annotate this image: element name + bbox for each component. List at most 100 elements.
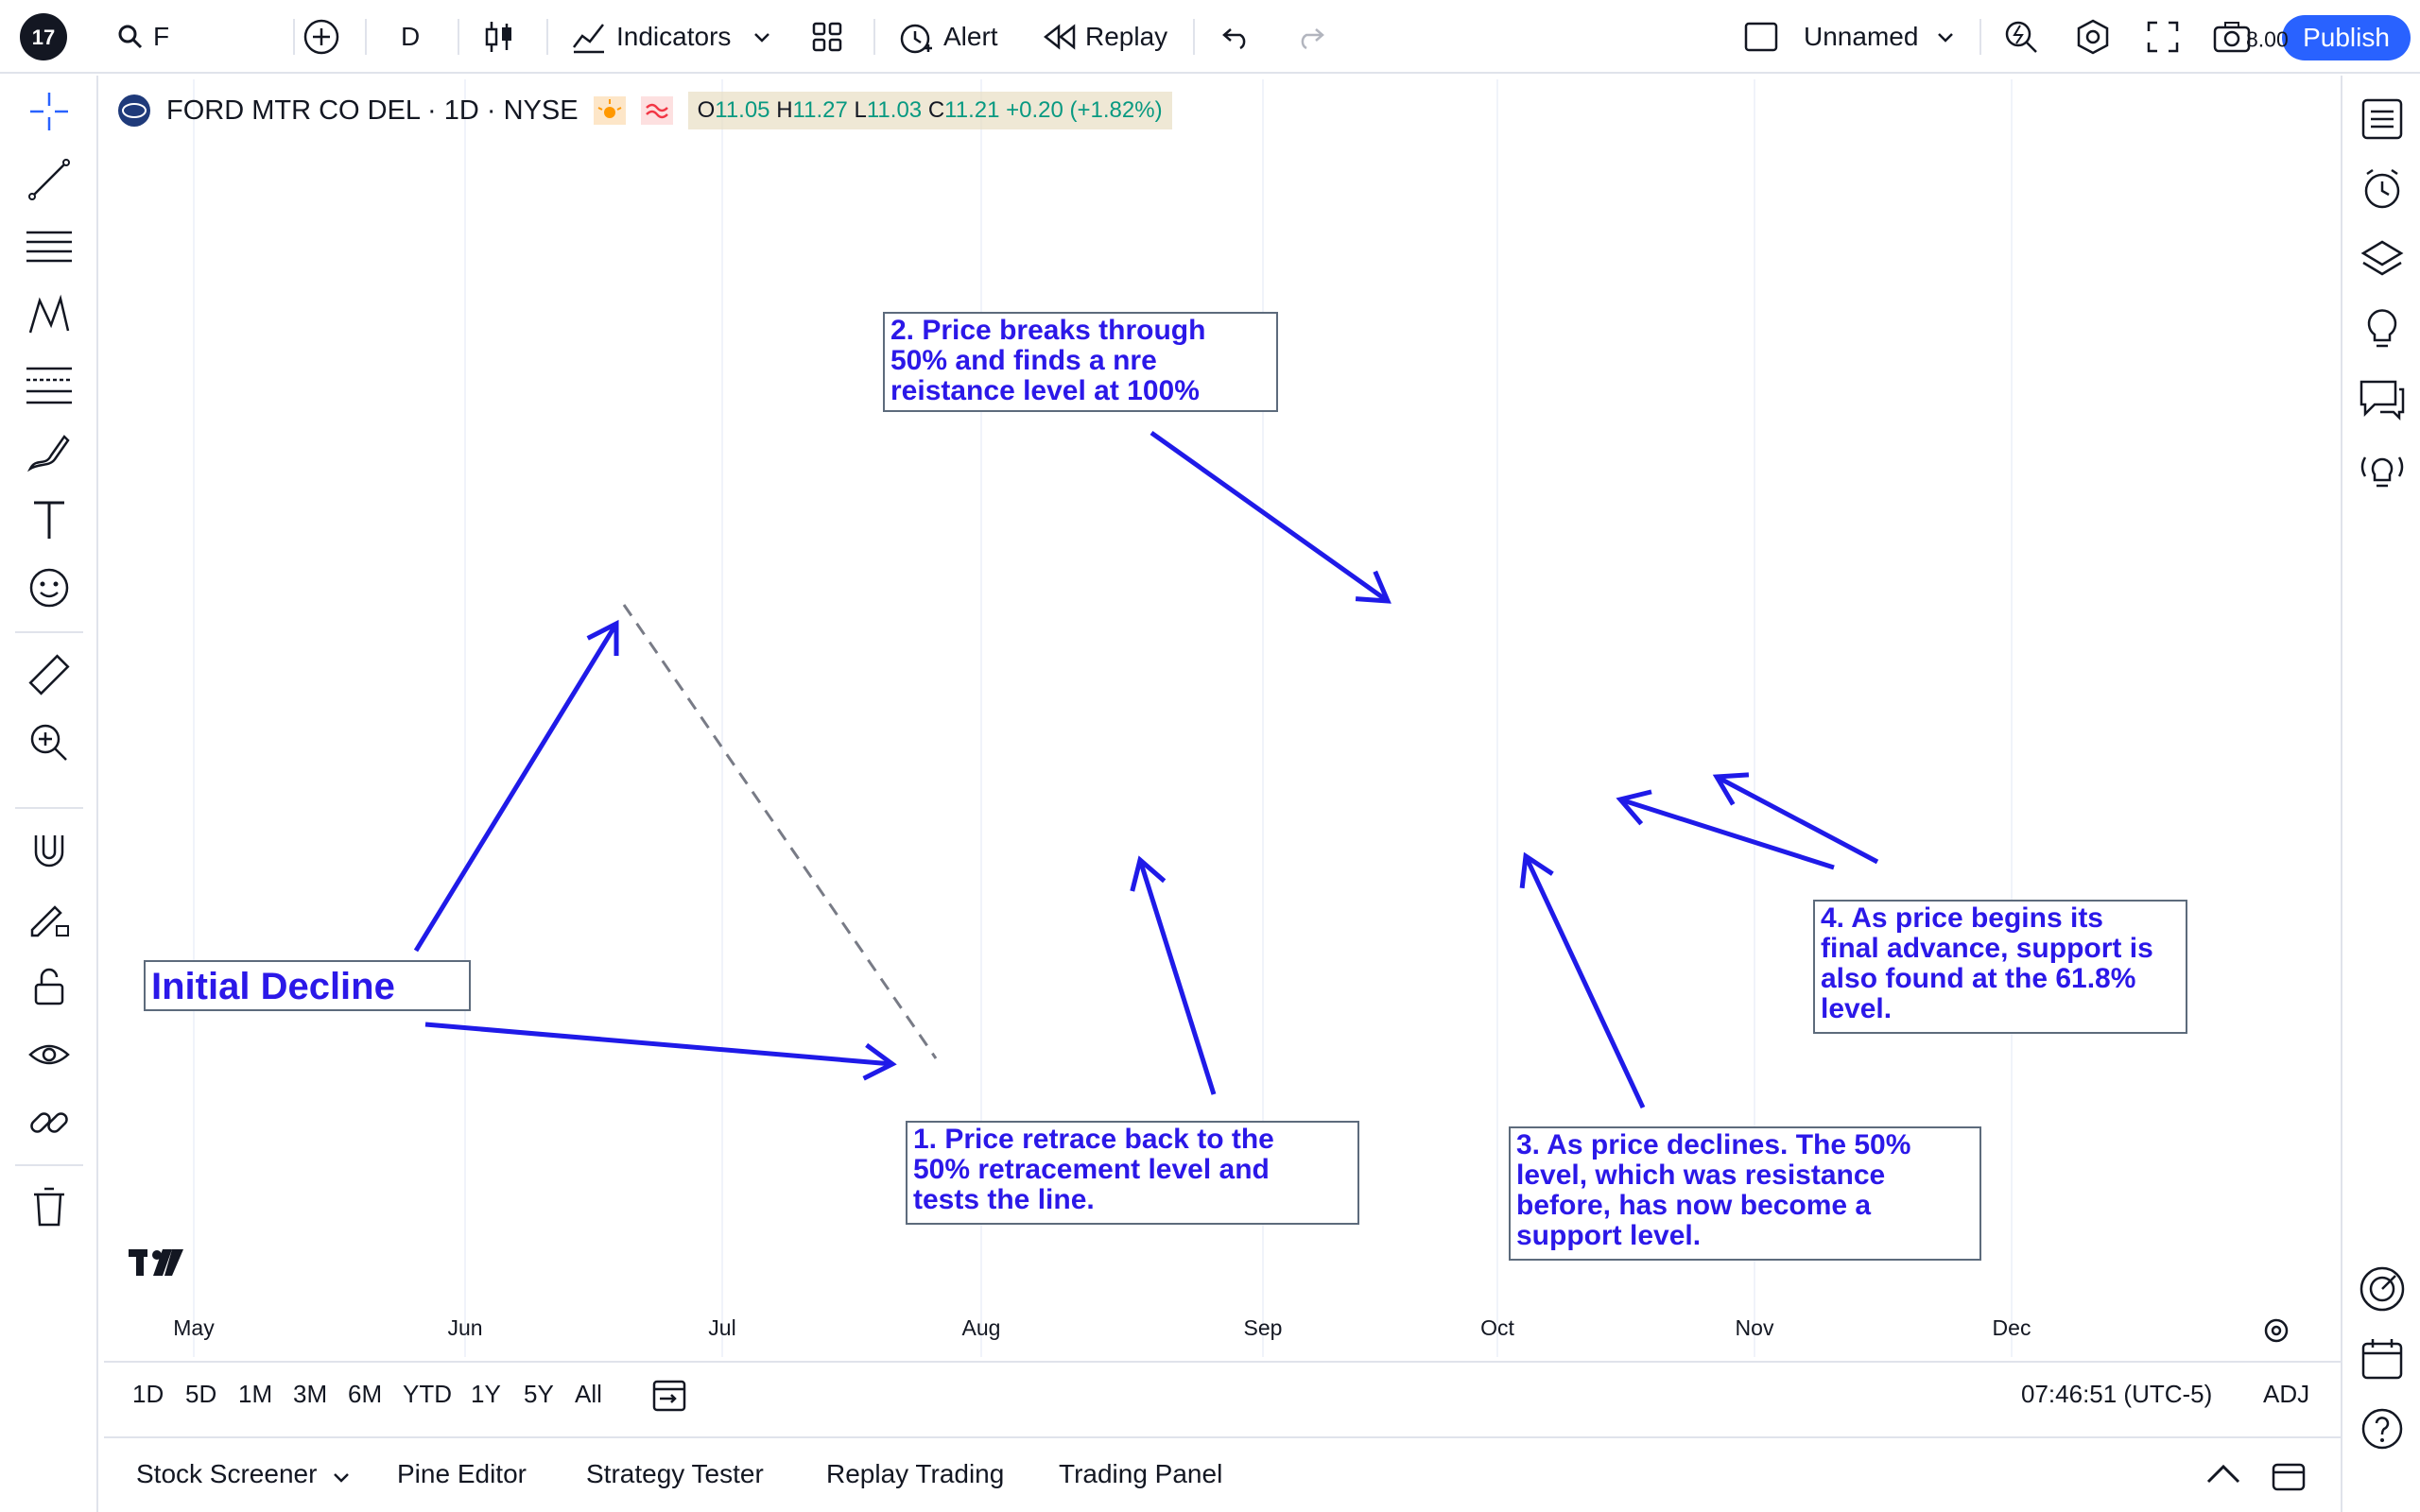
tab-pine-editor[interactable]: Pine Editor <box>397 1459 527 1488</box>
brush-tool[interactable] <box>21 425 78 478</box>
annotation-arrow-head <box>1616 789 1652 826</box>
publish-button[interactable]: Publish <box>2282 15 2411 60</box>
change-value: +0.20 (+1.82%) <box>1006 97 1163 123</box>
annotation-note-3[interactable]: 3. As price declines. The 50% level, whi… <box>1509 1126 1981 1261</box>
high-value: 11.27 <box>792 97 848 123</box>
right-sidebar <box>2341 76 2420 1512</box>
annotation-arrow[interactable] <box>1137 859 1217 1095</box>
indicators-button[interactable]: Indicators <box>571 13 772 60</box>
clock[interactable]: 07:46:51 (UTC-5) <box>2021 1380 2213 1408</box>
chats-button[interactable] <box>2352 369 2412 429</box>
range-5d[interactable]: 5D <box>185 1380 217 1408</box>
annotation-note-1[interactable]: 1. Price retrace back to the 50% retrace… <box>906 1121 1359 1225</box>
alert-button[interactable]: Alert <box>896 13 998 60</box>
maximize-panel-icon[interactable] <box>2271 1461 2307 1493</box>
lines-icon <box>26 231 72 263</box>
time-tick-label: Dec <box>1992 1315 2031 1340</box>
text-tool[interactable] <box>21 493 78 546</box>
horizontal-lines-tool[interactable] <box>21 221 78 274</box>
tab-stock-screener[interactable]: Stock Screener <box>136 1459 318 1488</box>
search-icon <box>118 25 143 49</box>
help-button[interactable] <box>2352 1399 2412 1459</box>
axis-settings-button[interactable] <box>2261 1315 2291 1350</box>
bottom-panel-tabs: Stock Screener Pine Editor Strategy Tester… <box>104 1436 2341 1512</box>
range-1m[interactable]: 1M <box>238 1380 273 1408</box>
zoom-tool[interactable] <box>21 716 78 769</box>
annotation-note-4[interactable]: 4. As price begins its final advance, su… <box>1813 900 2187 1034</box>
annotation-arrow[interactable] <box>1523 854 1646 1109</box>
measure-tool[interactable] <box>21 648 78 701</box>
range-6m[interactable]: 6M <box>348 1380 383 1408</box>
price-axis[interactable]: 12.5012.0011.5011.0010.5010.009.509.008.… <box>2231 27 2335 1357</box>
trash-icon <box>34 1187 64 1227</box>
chevron-down-icon[interactable] <box>331 1467 352 1487</box>
go-to-date-button[interactable] <box>650 1376 690 1420</box>
fib-tool[interactable] <box>21 357 78 410</box>
ideas-button[interactable] <box>2352 299 2412 359</box>
trend-line-icon <box>28 159 70 200</box>
layout-name-button[interactable]: Unnamed <box>1743 13 1956 60</box>
annotation-arrow[interactable] <box>1150 430 1390 604</box>
lightning-search-icon <box>2005 21 2037 53</box>
alerts-button[interactable] <box>2352 159 2412 219</box>
settings-button[interactable] <box>2074 13 2112 60</box>
replay-button[interactable]: Replay <box>1044 13 1167 60</box>
lock-all-tool[interactable] <box>21 960 78 1013</box>
link-icon <box>30 1112 68 1133</box>
svg-text:17: 17 <box>32 26 55 49</box>
tradingview-logo[interactable]: 17 <box>19 13 68 60</box>
remove-drawings-tool[interactable] <box>21 1181 78 1234</box>
layers-icon <box>2360 240 2404 276</box>
target-icon <box>2360 1266 2405 1312</box>
tab-replay-trading[interactable]: Replay Trading <box>826 1459 1005 1488</box>
lock-drawing-mode-tool[interactable] <box>21 892 78 945</box>
range-1y[interactable]: 1Y <box>471 1380 501 1408</box>
object-tree-button[interactable] <box>2352 229 2412 289</box>
templates-button[interactable] <box>811 13 843 60</box>
ruler-icon <box>28 654 70 696</box>
interval-button[interactable]: D <box>401 13 420 60</box>
tab-strategy-tester[interactable]: Strategy Tester <box>586 1459 764 1488</box>
chart-type-button[interactable] <box>482 13 516 60</box>
annotation-arrow[interactable] <box>1619 797 1835 870</box>
range-all[interactable]: All <box>575 1380 602 1408</box>
range-5y[interactable]: 5Y <box>524 1380 554 1408</box>
ohlc-values: O11.05 H11.27 L11.03 C11.21 +0.20 (+1.82… <box>687 92 1172 129</box>
annotation-arrow[interactable] <box>413 622 619 953</box>
adjust-toggle[interactable]: ADJ <box>2263 1380 2310 1408</box>
brush-icon <box>26 435 70 472</box>
annotation-arrow[interactable] <box>1715 774 1879 865</box>
range-ytd[interactable]: YTD <box>403 1380 452 1408</box>
link-tool[interactable] <box>21 1096 78 1149</box>
signals-button[interactable] <box>2352 438 2412 499</box>
watchlist-button[interactable] <box>2352 89 2412 149</box>
magnet-tool[interactable] <box>21 824 78 877</box>
crosshair-tool[interactable] <box>21 85 78 138</box>
dom-button[interactable] <box>2352 1259 2412 1319</box>
annotation-note-2[interactable]: 2. Price breaks through 50% and finds a … <box>883 312 1278 412</box>
fullscreen-button[interactable] <box>2146 13 2180 60</box>
chevron-up-icon[interactable] <box>2204 1461 2242 1489</box>
fib-trend-line[interactable] <box>622 604 938 1059</box>
redo-button[interactable] <box>1295 13 1325 60</box>
annotation-initial-decline[interactable]: Initial Decline <box>144 960 471 1011</box>
hide-drawings-tool[interactable] <box>21 1028 78 1081</box>
range-1d[interactable]: 1D <box>132 1380 164 1408</box>
quick-search-button[interactable] <box>2002 13 2040 60</box>
compare-symbol-button[interactable] <box>302 13 340 60</box>
gear-icon <box>2264 1318 2289 1343</box>
symbol-search-button[interactable]: F <box>117 13 169 60</box>
undo-button[interactable] <box>1221 13 1252 60</box>
trend-line-tool[interactable] <box>21 153 78 206</box>
annotation-arrow-head <box>1355 570 1392 604</box>
calendar-button[interactable] <box>2352 1329 2412 1389</box>
tab-trading-panel[interactable]: Trading Panel <box>1059 1459 1223 1488</box>
annotation-arrow[interactable] <box>424 1022 893 1067</box>
annotation-arrow-head <box>862 1042 897 1081</box>
pattern-tool[interactable] <box>21 289 78 342</box>
camera-icon <box>2213 22 2251 53</box>
snapshot-button[interactable] <box>2212 13 2252 60</box>
symbol-title[interactable]: FORD MTR CO DEL · 1D · NYSE <box>166 94 579 126</box>
emoji-tool[interactable] <box>21 561 78 614</box>
range-3m[interactable]: 3M <box>293 1380 328 1408</box>
